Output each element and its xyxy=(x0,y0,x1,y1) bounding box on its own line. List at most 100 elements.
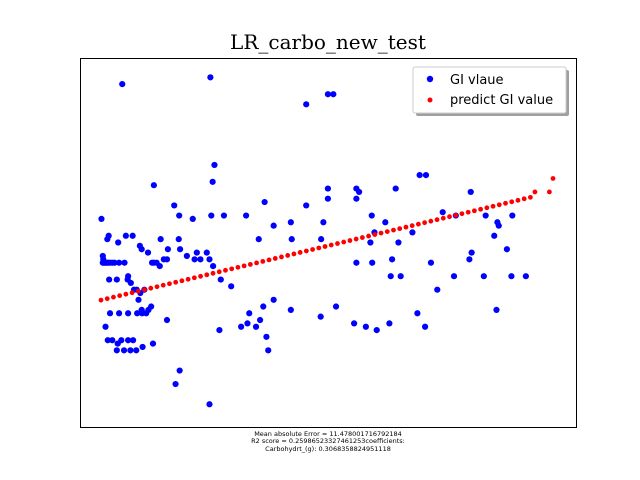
gi-value-point xyxy=(122,232,129,239)
gi-value-point xyxy=(466,256,473,263)
gi-value-point xyxy=(189,215,196,223)
predict-gi-value-point xyxy=(391,227,396,233)
gi-value-point xyxy=(206,401,213,408)
predict-gi-value-point xyxy=(167,281,172,287)
gi-value-point xyxy=(134,310,141,317)
gi-value-point xyxy=(353,195,360,202)
predict-gi-value-point xyxy=(241,263,247,269)
gi-value-point xyxy=(287,219,294,226)
predict-gi-value-point xyxy=(297,250,303,255)
gi-value-point xyxy=(368,212,375,219)
gi-value-point xyxy=(257,316,264,324)
gi-value-point xyxy=(387,273,394,280)
gi-value-point xyxy=(482,212,489,219)
plot-area xyxy=(80,58,577,428)
gi-value-point xyxy=(176,367,183,374)
gi-value-point xyxy=(193,249,200,256)
gi-value-point xyxy=(362,323,369,330)
predict-gi-value-point xyxy=(422,220,428,226)
gi-value-point xyxy=(373,327,380,334)
predict-gi-value-point xyxy=(191,275,197,281)
predict-gi-value-point xyxy=(503,200,508,206)
gi-value-point xyxy=(115,239,122,246)
gi-value-point xyxy=(353,185,360,192)
gi-value-point xyxy=(129,337,137,344)
predict-gi-value-point xyxy=(434,217,440,223)
gi-value-point xyxy=(421,323,429,330)
gi-value-point xyxy=(522,273,529,280)
gi-value-point xyxy=(133,347,140,354)
gi-value-point xyxy=(351,320,358,327)
gi-value-point xyxy=(208,212,215,219)
gi-value-point xyxy=(414,310,421,317)
predict-gi-value-point xyxy=(272,256,278,261)
predict-gi-value-point xyxy=(285,253,291,258)
gi-value-point xyxy=(216,327,223,334)
gi-value-point xyxy=(509,212,516,219)
predict-gi-value-point xyxy=(335,241,340,246)
gi-value-point xyxy=(491,232,498,239)
gi-value-point xyxy=(119,81,126,88)
gi-value-point xyxy=(183,252,190,260)
gi-value-point xyxy=(175,236,182,243)
predict-gi-value-point xyxy=(490,203,496,209)
predict-gi-value-point xyxy=(235,264,241,270)
predict-gi-value-point xyxy=(154,284,160,290)
gi-value-point xyxy=(434,286,441,293)
predict-gi-value-point xyxy=(415,221,421,227)
gi-value-point xyxy=(144,249,152,256)
predict-gi-value-point xyxy=(204,272,210,278)
predict-gi-value-point xyxy=(496,202,502,208)
predict-gi-value-point xyxy=(347,238,353,243)
predict-gi-value-point xyxy=(179,278,185,284)
gi-value-point xyxy=(135,296,142,303)
gi-value-point xyxy=(324,195,331,202)
gi-value-point xyxy=(176,212,183,219)
predict-gi-value-point xyxy=(266,257,272,263)
predict-gi-value-point xyxy=(291,251,297,257)
gi-value-point xyxy=(494,219,501,226)
predict-gi-value-point xyxy=(310,247,315,252)
predict-gi-value-point xyxy=(123,291,129,297)
predict-gi-value-point xyxy=(372,232,378,237)
predict-gi-value-point xyxy=(111,294,116,300)
gi-value-point xyxy=(468,249,475,256)
gi-value-point xyxy=(261,198,268,206)
predict-gi-value-point xyxy=(148,285,154,291)
predict-gi-value-point xyxy=(160,282,166,288)
gi-value-point xyxy=(422,172,430,179)
gi-value-point xyxy=(111,259,118,266)
gi-value-point xyxy=(388,256,396,263)
predict-gi-value-point xyxy=(142,287,147,293)
predict-gi-value-point xyxy=(403,224,409,230)
predict-gi-value-point xyxy=(260,259,266,264)
predict-gi-value-point xyxy=(428,218,434,224)
gi-value-point xyxy=(121,259,128,266)
gi-value-point xyxy=(242,212,250,219)
predict-gi-value-point xyxy=(98,297,104,303)
predict-gi-value-point xyxy=(316,245,322,251)
gi-value-point xyxy=(324,185,331,192)
gi-value-point xyxy=(164,246,171,253)
predict-gi-value-point xyxy=(185,276,191,282)
gi-value-point xyxy=(102,323,109,330)
gi-value-point xyxy=(115,259,123,266)
gi-value-point xyxy=(353,259,360,266)
predict-gi-value-point xyxy=(509,199,515,205)
gi-value-point xyxy=(220,212,228,219)
predict-gi-value-point xyxy=(198,273,203,279)
predict-gi-value-point xyxy=(515,197,521,203)
predict-gi-value-point xyxy=(135,288,141,294)
predict-gi-value-point xyxy=(210,270,216,276)
gi-value-point xyxy=(209,178,216,185)
gi-value-point xyxy=(150,182,157,189)
predict-gi-value-point xyxy=(117,293,123,299)
gi-value-point xyxy=(160,256,167,263)
legend-label-predict-gi-value: predict GI value xyxy=(450,93,553,108)
predict-gi-value-point xyxy=(254,260,259,266)
gi-value-point xyxy=(106,276,113,283)
gi-value-point xyxy=(255,236,262,243)
legend-label-gi-value: GI vlaue xyxy=(450,73,504,88)
gi-value-point xyxy=(138,306,145,313)
gi-value-point xyxy=(382,219,389,226)
